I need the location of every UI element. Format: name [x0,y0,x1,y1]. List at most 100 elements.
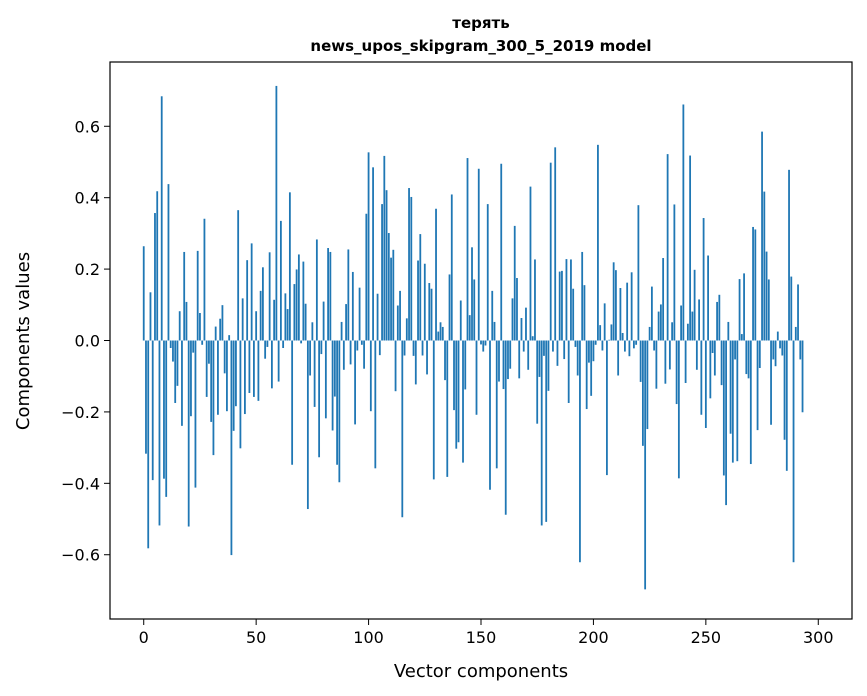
bar-182 [552,340,554,352]
bar-189 [567,340,570,403]
bar-88 [340,321,343,341]
bar-64 [286,309,289,341]
bar-158 [498,340,500,382]
bar-154 [489,340,491,490]
y-tick-label: −0.6 [61,546,100,565]
bar-201 [594,340,597,345]
bar-82 [327,248,330,341]
bar-11 [167,184,170,341]
bar-262 [731,340,734,463]
bars-group [142,85,804,590]
bar-41 [235,340,237,407]
bar-97 [360,340,363,345]
bar-81 [324,340,327,419]
y-tick-label: −0.4 [61,474,100,493]
bar-122 [417,260,419,341]
bar-76 [313,340,316,407]
bar-146 [471,247,473,341]
bar-174 [534,259,536,341]
bar-45 [244,340,246,415]
bar-284 [781,340,784,356]
bar-266 [740,334,743,341]
bar-141 [459,300,462,341]
bar-0 [142,246,145,341]
bar-77 [315,239,318,341]
bar-236 [673,204,676,341]
bar-84 [331,340,334,431]
bar-223 [644,340,647,590]
x-tick-label: 200 [578,628,609,647]
bar-42 [237,210,240,341]
bar-50 [255,311,258,341]
bar-121 [414,340,417,385]
bar-131 [437,331,440,341]
bar-234 [668,340,671,370]
bar-176 [538,340,541,377]
bar-288 [790,276,793,341]
x-tick-label: 0 [139,628,149,647]
bar-8 [160,96,163,341]
bar-4 [151,340,154,481]
bar-197 [585,340,588,410]
bar-111 [392,249,395,341]
bar-7 [158,340,161,526]
bar-181 [549,162,552,341]
bar-251 [707,255,709,341]
bar-31 [212,340,215,456]
bar-73 [306,340,309,510]
y-tick-label: 0.4 [75,189,100,208]
bar-56 [268,252,271,341]
bar-143 [464,340,467,390]
bar-17 [181,340,183,426]
bar-53 [261,267,264,341]
bar-161 [504,340,507,515]
bar-274 [758,340,761,368]
bar-169 [522,340,525,352]
bar-79 [320,340,323,355]
bar-241 [684,340,687,383]
bar-96 [358,287,361,341]
bar-115 [401,340,404,518]
bar-14 [174,340,177,403]
bar-289 [792,340,795,563]
bar-24 [196,250,199,341]
bar-180 [547,340,550,391]
bar-165 [513,225,516,341]
bar-225 [648,326,651,341]
x-tick-label: 300 [803,628,834,647]
bar-238 [677,340,680,479]
bar-127 [428,283,431,341]
bar-292 [799,340,802,360]
bar-151 [482,340,485,352]
bar-155 [491,290,494,341]
bar-260 [727,321,730,341]
bar-12 [169,340,172,348]
bar-159 [500,163,503,341]
bar-38 [228,335,231,341]
bar-291 [797,284,799,341]
bar-5 [154,213,156,341]
bar-65 [288,192,291,341]
bar-195 [581,251,584,341]
y-tick-label: −0.2 [61,403,100,422]
bar-106 [381,204,383,341]
bar-104 [376,293,379,341]
bar-202 [597,144,599,341]
bar-68 [295,269,298,341]
bar-128 [430,288,433,341]
bar-287 [788,169,790,341]
bar-173 [531,336,534,341]
bar-69 [297,254,300,341]
bar-119 [410,196,413,341]
bar-133 [441,326,444,341]
bar-175 [536,340,539,424]
bar-277 [765,251,768,341]
y-axis-ticks: −0.6 −0.4 −0.2 0.0 0.2 0.4 0.6 [61,117,110,565]
bar-61 [279,220,282,341]
bar-285 [783,340,786,440]
bar-170 [525,307,527,341]
bar-214 [624,340,626,352]
bar-43 [239,340,242,449]
bar-78 [318,340,321,458]
x-axis-label: Vector components [394,661,568,682]
